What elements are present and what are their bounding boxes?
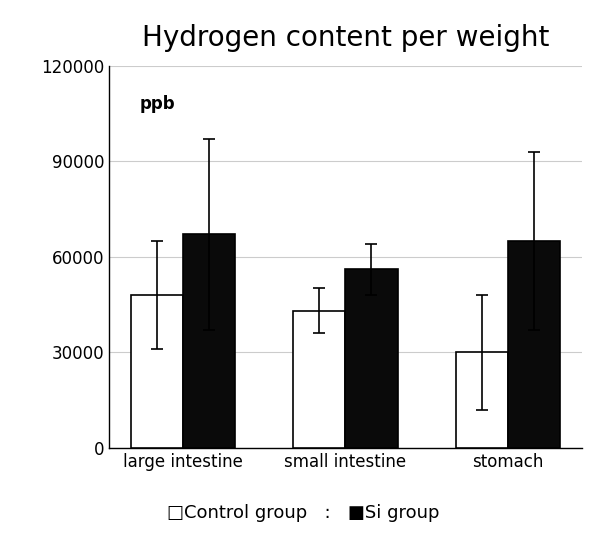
Bar bbox=[293, 311, 345, 448]
Text: □Control group   :   ■Si group: □Control group : ■Si group bbox=[167, 505, 439, 522]
Bar bbox=[456, 352, 508, 448]
Text: ppb: ppb bbox=[139, 95, 175, 112]
Bar bbox=[130, 295, 182, 448]
Title: Hydrogen content per weight: Hydrogen content per weight bbox=[142, 24, 549, 52]
Bar bbox=[508, 241, 561, 448]
Bar bbox=[182, 234, 235, 448]
Bar bbox=[345, 269, 398, 448]
